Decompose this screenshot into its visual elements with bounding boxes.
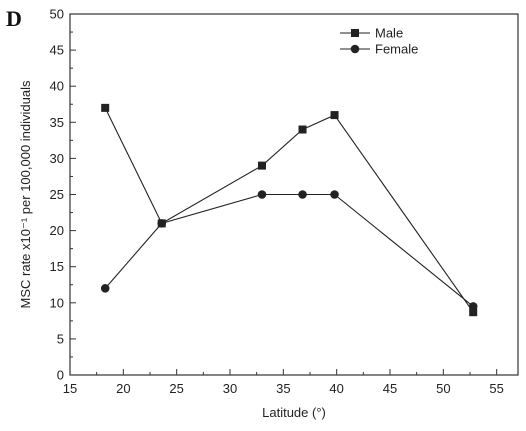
x-tick-label: 35 [276,381,290,396]
data-point-male [469,308,478,317]
axes: 15 20 25 30 35 40 45 50 55 0 5 10 15 20 25 30 35 40 45 50 [50,7,519,396]
data-point-female [157,219,167,228]
x-tick-label: 55 [489,381,503,396]
y-tick-label: 20 [50,223,64,238]
legend-marker [350,44,360,54]
data-point-male [330,111,339,120]
y-tick-label: 40 [50,79,64,94]
data-point-male [101,103,110,112]
y-tick-label: 35 [50,115,64,130]
plot-area [100,103,478,317]
series-female [100,190,478,311]
legend-label-male: Male [375,26,403,41]
data-point-female [330,190,339,199]
panel-letter: D [6,6,22,31]
y-tick-label: 30 [50,151,64,166]
series-line-male [104,107,474,313]
x-tick-label: 25 [169,381,183,396]
data-point-male [298,125,307,134]
x-tick-label: 50 [436,381,450,396]
y-tick-label: 45 [50,43,64,58]
legend-marker [351,29,359,37]
series-male [101,103,478,317]
x-axis-label: Latitude (°) [262,405,326,420]
y-tick-label: 10 [50,295,64,310]
y-tick-label: 15 [50,259,64,274]
legend-label-female: Female [375,42,418,57]
y-tick-label: 0 [57,368,64,383]
data-point-female [298,190,307,199]
data-point-female [257,190,267,199]
x-tick-label: 20 [116,381,130,396]
x-tick-label: 45 [383,381,397,396]
y-tick-label: 50 [50,7,64,22]
y-tick-label: 5 [57,331,64,346]
y-tick-label: 25 [50,187,64,202]
x-tick-label: 40 [329,381,343,396]
x-tick-label: 15 [63,381,77,396]
series-line-female [104,193,474,307]
data-point-female [468,302,478,311]
data-point-female [100,284,110,293]
data-point-male [258,161,266,170]
y-axis-label: MSC rate x10⁻¹ per 100,000 individuals [18,80,33,308]
x-tick-label: 30 [223,381,237,396]
